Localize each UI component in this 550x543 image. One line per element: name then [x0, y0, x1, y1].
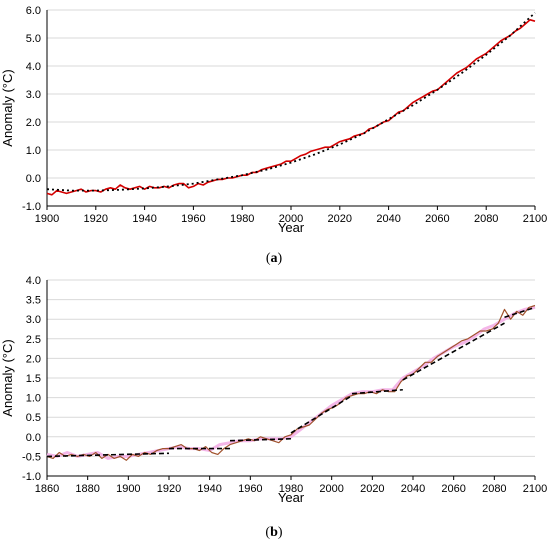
y-tick-label: 4.0 [26, 61, 41, 73]
x-tick-label: 1920 [84, 213, 108, 225]
x-tick-label: 1980 [279, 483, 303, 495]
x-tick-label: 2080 [482, 483, 506, 495]
trend-segment [402, 322, 505, 381]
trend-segment [290, 394, 353, 434]
trend-line-dotted [46, 12, 536, 192]
x-axis-label: Year [278, 220, 305, 235]
x-tick-label: 2060 [425, 213, 449, 225]
x-tick-label: 1860 [35, 483, 59, 495]
x-tick-label: 2100 [523, 213, 547, 225]
y-tick-label: 3.0 [26, 314, 41, 326]
chart-b: -1.0 -0.5 0.0 0.5 1.0 1.5 2.0 2.5 3.0 3.5 4.0 1860 1… [0, 275, 547, 505]
x-tick-label: 2080 [474, 213, 498, 225]
y-tick-label: 1.5 [26, 373, 41, 385]
x-tick-label: 1880 [75, 483, 99, 495]
x-tick-label: 2020 [360, 483, 384, 495]
y-tick-label: 2.0 [26, 353, 41, 365]
y-tick-label: -1.0 [22, 471, 41, 483]
x-tick-label: 1920 [157, 483, 181, 495]
chart-a: -1.0 0.0 1.0 2.0 3.0 4.0 5.0 6.0 1900 1920 1940 196… [0, 5, 547, 235]
trend-segment [229, 437, 292, 442]
x-tick-label: 1960 [238, 483, 262, 495]
y-axis-label: Anomaly (°C) [0, 339, 15, 416]
y-tick-label: 2.5 [26, 334, 41, 346]
x-tick-label: 1900 [35, 213, 59, 225]
x-tick-label: 1940 [132, 213, 156, 225]
y-tick-label: -1.0 [22, 201, 41, 213]
x-tick-label: 1940 [197, 483, 221, 495]
x-axis-label: Year [278, 490, 305, 505]
y-tick-label: 0.0 [26, 432, 41, 444]
x-tick-label: 2100 [523, 483, 547, 495]
y-tick-label: 2.0 [26, 117, 41, 129]
panel-label-a: (a) [266, 251, 283, 266]
y-tick-label: 3.5 [26, 295, 41, 307]
y-tick-label: 0.5 [26, 412, 41, 424]
x-tick-label: 2040 [376, 213, 400, 225]
x-tick-label: 2000 [279, 213, 303, 225]
x-tick-label: 2020 [328, 213, 352, 225]
x-tick-label: 2060 [441, 483, 465, 495]
y-tick-label: 1.0 [26, 393, 41, 405]
series-line-red [46, 18, 536, 196]
series-line-pink [46, 305, 536, 460]
y-axis-label: Anomaly (°C) [0, 69, 15, 146]
y-tick-label: 6.0 [26, 5, 41, 17]
trend-segment [504, 306, 536, 319]
y-tick-label: -0.5 [22, 451, 41, 463]
y-tick-label: 3.0 [26, 89, 41, 101]
x-tick-label: 1900 [116, 483, 140, 495]
trend-segment [46, 452, 170, 458]
x-tick-label: 1960 [181, 213, 205, 225]
x-tick-label: 1980 [230, 213, 254, 225]
panel-label-b: (b) [265, 525, 282, 540]
x-tick-label: 2040 [401, 483, 425, 495]
x-tick-label: 2000 [319, 483, 343, 495]
series-line-brown [46, 304, 536, 461]
y-tick-label: 5.0 [26, 33, 41, 45]
trend-segment [351, 388, 403, 395]
y-tick-label: 4.0 [26, 275, 41, 287]
y-tick-label: 1.0 [26, 145, 41, 157]
y-tick-label: 0.0 [26, 173, 41, 185]
